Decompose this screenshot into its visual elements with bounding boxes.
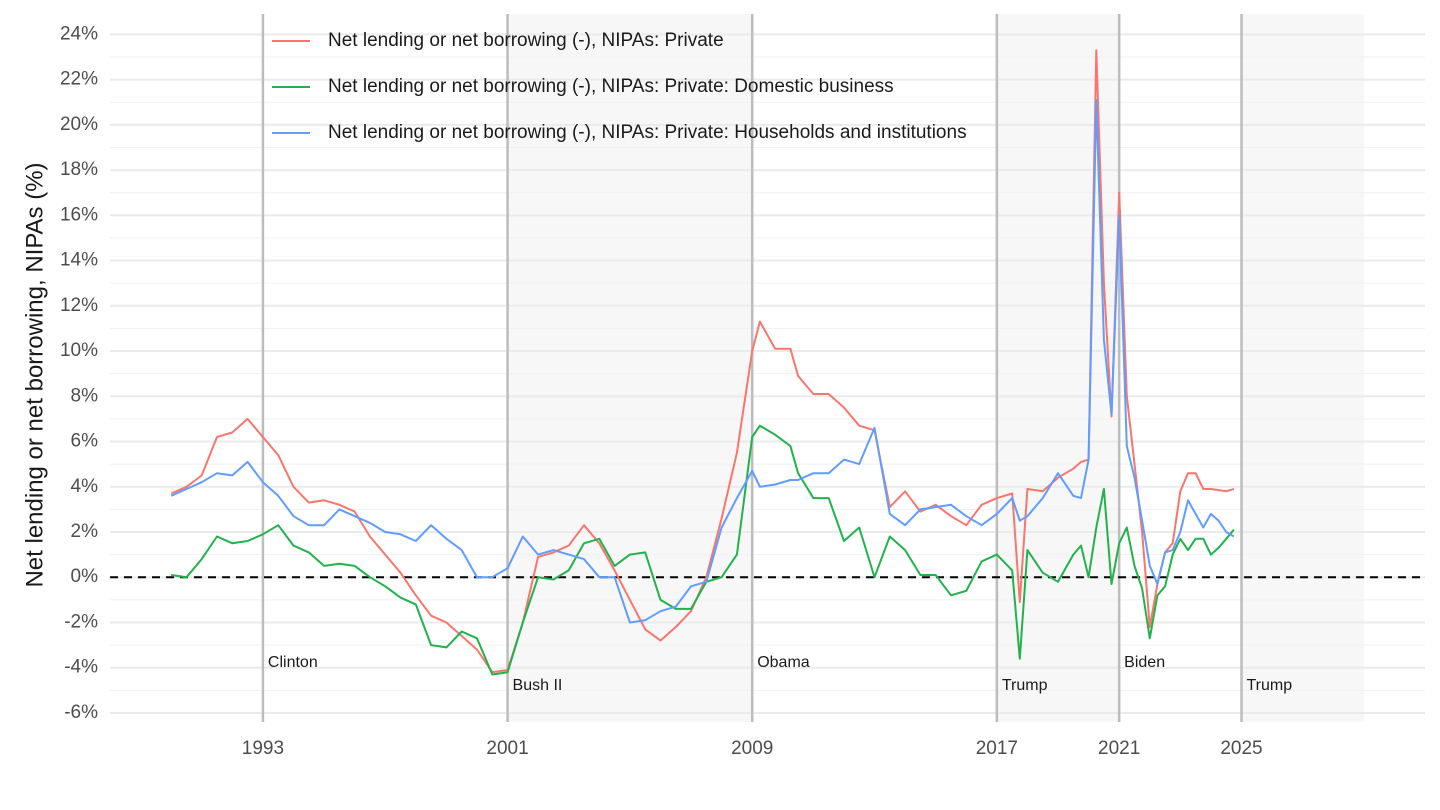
y-tick-label: 4%: [71, 476, 99, 497]
series-line: [170, 99, 1235, 624]
x-tick-label: 1993: [242, 738, 284, 759]
y-tick-label: 10%: [60, 340, 98, 361]
y-tick-label: 0%: [71, 566, 99, 587]
term-shade: [1241, 14, 1364, 722]
president-label: Trump: [1002, 677, 1048, 694]
y-tick-label: -6%: [64, 702, 98, 723]
legend-label: Net lending or net borrowing (-), NIPAs:…: [328, 122, 967, 143]
president-label: Bush II: [513, 677, 563, 694]
president-label: Trump: [1247, 677, 1293, 694]
president-label: Biden: [1124, 654, 1165, 671]
y-tick-label: 18%: [60, 159, 98, 180]
y-tick-label: 8%: [71, 385, 99, 406]
y-tick-label: 20%: [60, 114, 98, 135]
x-tick-label: 2025: [1220, 738, 1262, 759]
y-tick-label: 12%: [60, 295, 98, 316]
legend-label: Net lending or net borrowing (-), NIPAs:…: [328, 30, 724, 51]
x-tick-label: 2001: [486, 738, 528, 759]
y-tick-label: -2%: [64, 611, 98, 632]
term-shade: [507, 14, 753, 722]
y-tick-label: 16%: [60, 204, 98, 225]
x-tick-label: 2009: [731, 738, 773, 759]
y-tick-label: 22%: [60, 69, 98, 90]
y-tick-label: 2%: [71, 521, 99, 542]
legend-label: Net lending or net borrowing (-), NIPAs:…: [328, 76, 894, 97]
y-tick-label: 6%: [71, 431, 99, 452]
series-line: [171, 424, 1235, 676]
y-tick-label: 24%: [60, 23, 98, 44]
president-label: Clinton: [268, 654, 318, 671]
series-line: [170, 49, 1235, 674]
y-tick-label: -4%: [64, 657, 98, 678]
x-tick-label: 2021: [1098, 738, 1140, 759]
y-axis-label: Net lending or net borrowing, NIPAs (%): [21, 162, 48, 587]
y-tick-label: 14%: [60, 250, 98, 271]
president-label: Obama: [757, 654, 810, 671]
x-tick-label: 2017: [976, 738, 1018, 759]
